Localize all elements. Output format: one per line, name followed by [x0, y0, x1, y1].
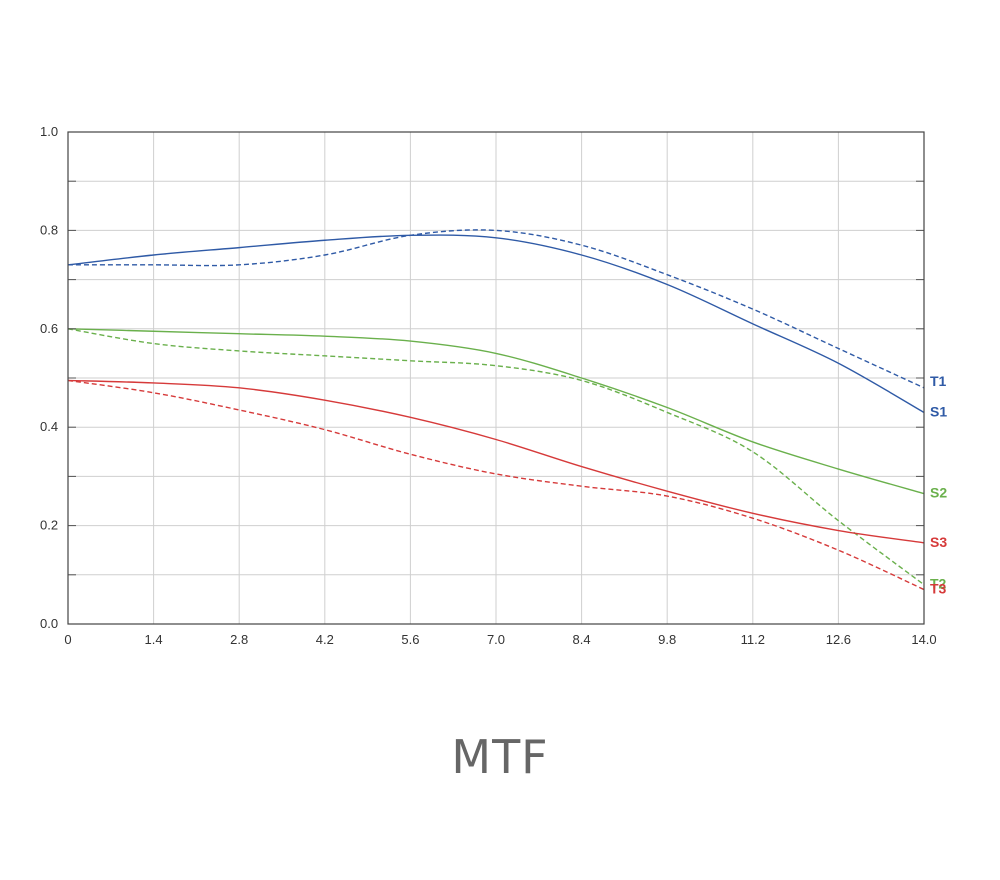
x-tick-label: 12.6 — [826, 632, 851, 647]
grid-layer — [67, 131, 925, 625]
series-label-t1: T1 — [930, 373, 947, 389]
series-layer: T1 S1 S2 T2 S3 T3 — [67, 229, 947, 597]
series-label-s2: S2 — [930, 485, 947, 501]
x-tick-label: 1.4 — [145, 632, 163, 647]
plot-frame — [67, 131, 925, 625]
x-tick-label: 2.8 — [230, 632, 248, 647]
chart-title: MTF — [451, 730, 549, 784]
series-label-t3: T3 — [930, 581, 947, 597]
x-tick-label: 8.4 — [573, 632, 591, 647]
y-tick-label: 0.6 — [40, 321, 58, 336]
x-tick-label: 4.2 — [316, 632, 334, 647]
series-label-s1: S1 — [930, 403, 947, 419]
x-tick-label: 14.0 — [911, 632, 936, 647]
x-tick-label: 9.8 — [658, 632, 676, 647]
y-tick-label: 0.4 — [40, 419, 58, 434]
series-label-s3: S3 — [930, 534, 947, 550]
y-tick-label: 1.0 — [40, 124, 58, 139]
series-line-s2 — [67, 328, 925, 495]
x-tick-label: 11.2 — [741, 632, 765, 647]
x-tick-label: 5.6 — [401, 632, 419, 647]
series-line-t2 — [67, 328, 925, 586]
series-line-s3 — [67, 379, 925, 544]
series-line-t3 — [67, 379, 925, 591]
x-tick-label: 7.0 — [487, 632, 505, 647]
axis-layer: 0.0 0.2 0.4 0.6 0.8 1.0 0 1.4 2.8 4.2 5.6 7.0 8.4 9.8… — [40, 124, 937, 647]
x-tick-label: 0 — [64, 632, 71, 647]
series-label-t2: T2 — [930, 576, 947, 592]
y-tick-label: 0.0 — [40, 616, 58, 631]
series-line-t1 — [68, 229, 925, 389]
series-line-s1 — [67, 234, 925, 414]
y-tick-label: 0.8 — [40, 222, 58, 237]
y-tick-label: 0.2 — [40, 518, 58, 533]
